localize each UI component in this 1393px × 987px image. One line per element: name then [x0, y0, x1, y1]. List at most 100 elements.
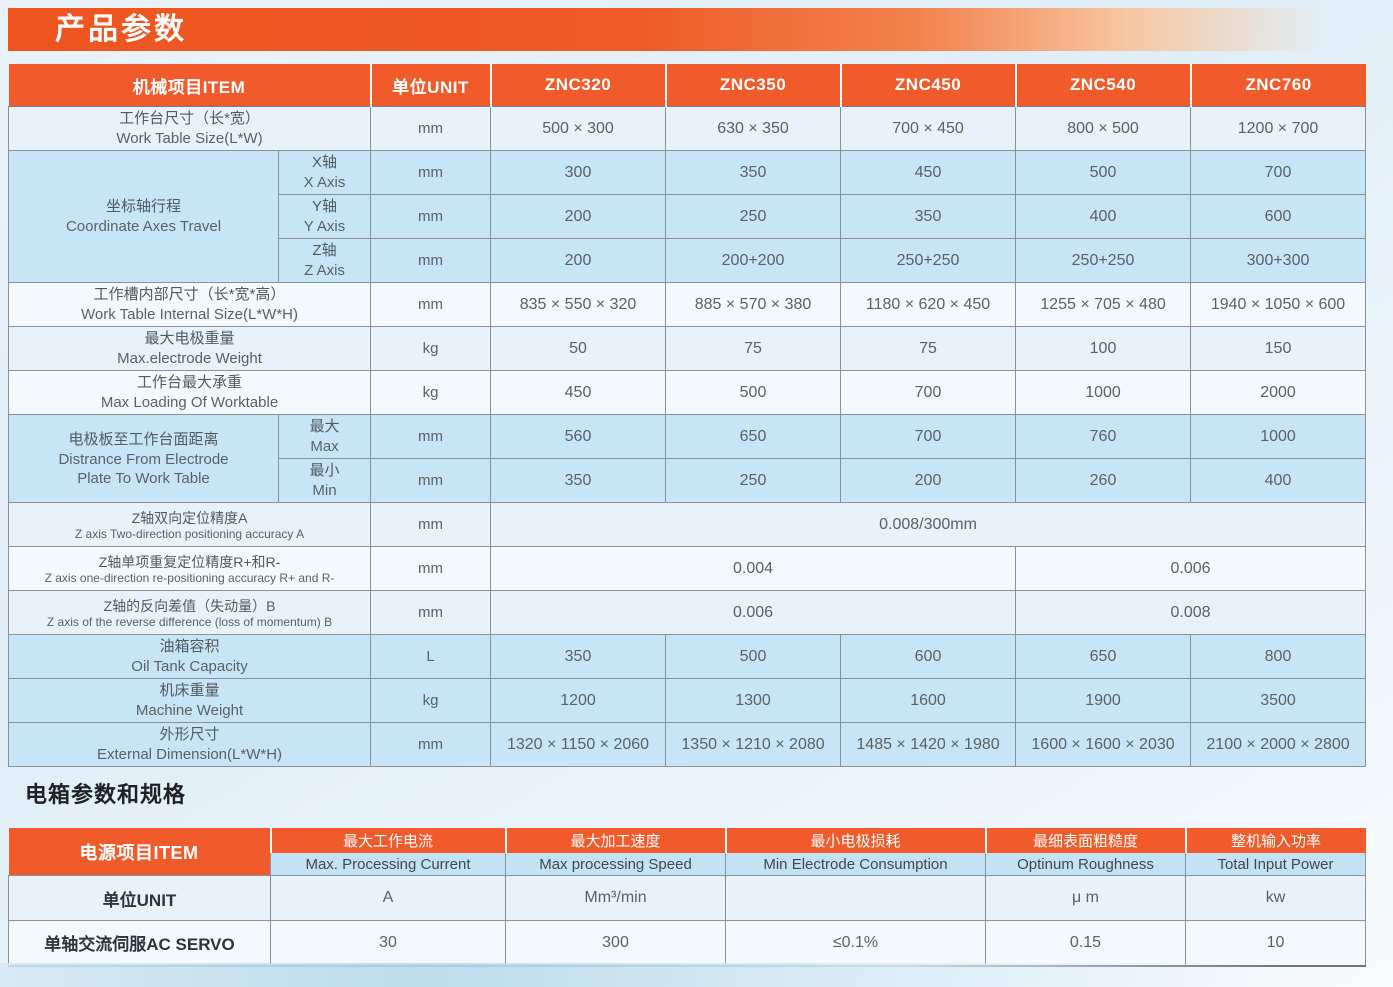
product-params-banner: 产品参数: [8, 8, 1393, 51]
unit-cell: mm: [370, 194, 492, 239]
value-cell: 300+300: [1190, 238, 1367, 283]
label-zh: 坐标轴行程: [105, 198, 181, 215]
machine-spec-table: 机械项目ITEM 单位UNIT ZNC320 ZNC350 ZNC450 ZNC540 ZN…: [7, 64, 1367, 767]
unit-cell: kg: [370, 678, 492, 723]
value-cell: 200+200: [665, 238, 842, 283]
row-label: 最大电极重量 Max.electrode Weight: [7, 326, 372, 371]
label-zh: 最大电极重量: [144, 330, 235, 347]
table-row: 油箱容积 Oil Tank Capacity L 350 500 600 650 800: [7, 634, 1367, 679]
row-label: 外形尺寸 External Dimension(L*W*H): [7, 722, 372, 767]
label-en: Z Axis: [304, 262, 345, 279]
table-row: 单位UNIT A Mm³/min μ m kw: [8, 875, 1366, 921]
value-cell: 300: [505, 920, 726, 967]
label-en: External Dimension(L*W*H): [96, 746, 283, 763]
value-cell: 350: [665, 150, 842, 195]
table-row: 机床重量 Machine Weight kg 1200 1300 1600 1900 3500: [7, 678, 1367, 723]
power-header-en: Max. Processing Current: [270, 853, 506, 876]
value-cell: kw: [1185, 875, 1366, 921]
table-row: 工作台最大承重 Max Loading Of Worktable kg 450 500 7…: [7, 370, 1367, 415]
table-row: 工作槽内部尺寸（长*宽*高） Work Table Internal Size(L…: [7, 282, 1367, 327]
power-header-row-zh: 电源项目ITEM 最大工作电流 最大加工速度 最小电极损耗 最细表面粗糙度 整机输入功率: [8, 828, 1366, 876]
value-cell: 1940 × 1050 × 600: [1190, 282, 1367, 327]
value-cell: 600: [840, 634, 1017, 679]
unit-cell: mm: [370, 546, 492, 591]
value-cell: 400: [1015, 194, 1192, 239]
label-en: X Axis: [303, 174, 346, 191]
label-en: Z axis of the reverse difference (loss o…: [46, 614, 333, 629]
header-row: 机械项目ITEM 单位UNIT ZNC320 ZNC350 ZNC450 ZNC540 ZN…: [8, 64, 1366, 107]
merged-value-cell: 0.006: [1015, 546, 1367, 591]
value-cell: 1000: [1015, 370, 1192, 415]
label-en: Max: [310, 438, 339, 455]
label-en: Z axis one-direction re-positioning accu…: [44, 570, 335, 585]
row-label: Z轴双向定位精度A Z axis Two-direction positionin…: [7, 502, 372, 547]
value-cell: 350: [490, 634, 667, 679]
row-sub-label: Y轴 Y Axis: [277, 194, 372, 239]
label-zh: Z轴单项重复定位精度R+和R-: [98, 553, 281, 570]
value-cell: 700: [840, 414, 1017, 459]
row-sub-label: 最小 Min: [277, 458, 372, 503]
merged-value-cell: 0.008: [1015, 590, 1367, 635]
table-row: Z轴的反向差值（失动量）B Z axis of the reverse diffe…: [7, 590, 1367, 635]
value-cell: 1485 × 1420 × 1980: [840, 722, 1017, 767]
power-table-header: 电源项目ITEM 最大工作电流 最大加工速度 最小电极损耗 最细表面粗糙度 整机输入功率 M…: [8, 828, 1366, 876]
label-en: Y Axis: [303, 218, 346, 235]
value-cell: 0.15: [985, 920, 1186, 967]
value-cell: 1350 × 1210 × 2080: [665, 722, 842, 767]
value-cell: 260: [1015, 458, 1192, 503]
table-row: 单轴交流伺服AC SERVO 30 300 ≤0.1% 0.15 10: [8, 920, 1366, 967]
value-cell: 500: [1015, 150, 1192, 195]
value-cell: 2000: [1190, 370, 1367, 415]
label-zh: 工作台尺寸（长*宽）: [119, 110, 260, 127]
value-cell: 760: [1015, 414, 1192, 459]
value-cell: 250+250: [840, 238, 1017, 283]
table-row: Y轴 Y Axis mm 200 250 350 400 600: [8, 194, 1367, 239]
power-header-en: Min Electrode Consumption: [725, 853, 986, 876]
label-en: Z axis Two-direction positioning accurac…: [74, 526, 305, 541]
unit-cell: mm: [370, 150, 492, 195]
label-zh: 外形尺寸: [159, 726, 220, 743]
value-cell: 2100 × 2000 × 2800: [1190, 722, 1367, 767]
value-cell: 50: [490, 326, 667, 371]
value-cell: 200: [840, 458, 1017, 503]
value-cell: 800 × 500: [1015, 106, 1192, 151]
value-cell: ≤0.1%: [725, 920, 986, 967]
power-header-en: Total Input Power: [1185, 853, 1366, 876]
value-cell: 650: [1015, 634, 1192, 679]
unit-cell: mm: [370, 502, 492, 547]
label-zh: Z轴: [312, 242, 337, 259]
power-header-en: Max processing Speed: [505, 853, 726, 876]
power-header-row-en: Max. Processing Current Max processing Sp…: [9, 853, 1366, 876]
value-cell: 1200: [490, 678, 667, 723]
value-cell: 1300: [665, 678, 842, 723]
label-zh: 工作台最大承重: [137, 374, 243, 391]
row-label: 油箱容积 Oil Tank Capacity: [7, 634, 372, 679]
value-cell: 350: [490, 458, 667, 503]
label-zh: 工作槽内部尺寸（长*宽*高）: [93, 286, 286, 303]
label-zh: X轴: [312, 154, 338, 171]
label-en: Min: [312, 482, 337, 499]
row-sub-label: Z轴 Z Axis: [277, 238, 372, 283]
value-cell: 200: [490, 238, 667, 283]
value-cell: 700: [1190, 150, 1367, 195]
section-title-power-box: 电箱参数和规格: [25, 782, 187, 807]
value-cell: 150: [1190, 326, 1367, 371]
value-cell: [725, 875, 986, 921]
label-zh: 最小: [309, 462, 340, 479]
value-cell: 100: [1015, 326, 1192, 371]
value-cell: 400: [1190, 458, 1367, 503]
label-zh: Z轴双向定位精度A: [131, 509, 248, 526]
row-sub-label: 最大 Max: [277, 414, 372, 459]
value-cell: 600: [1190, 194, 1367, 239]
label-zh: Y轴: [312, 198, 338, 215]
merged-value-cell: 0.008/300mm: [490, 502, 1367, 547]
power-spec-table: 电源项目ITEM 最大工作电流 最大加工速度 最小电极损耗 最细表面粗糙度 整机输入功率 M…: [8, 828, 1366, 967]
row-group-label: 电极板至工作台面距离 Distrance From Electrode Plate…: [8, 414, 279, 503]
label-zh: 最大: [309, 418, 340, 435]
value-cell: 1000: [1190, 414, 1367, 459]
label-en: Machine Weight: [135, 702, 244, 719]
power-header-zh: 最细表面粗糙度: [984, 828, 1186, 853]
power-header-zh: 整机输入功率: [1184, 828, 1366, 853]
power-header-zh: 最大工作电流: [269, 828, 506, 853]
header-unit: 单位UNIT: [369, 64, 491, 107]
